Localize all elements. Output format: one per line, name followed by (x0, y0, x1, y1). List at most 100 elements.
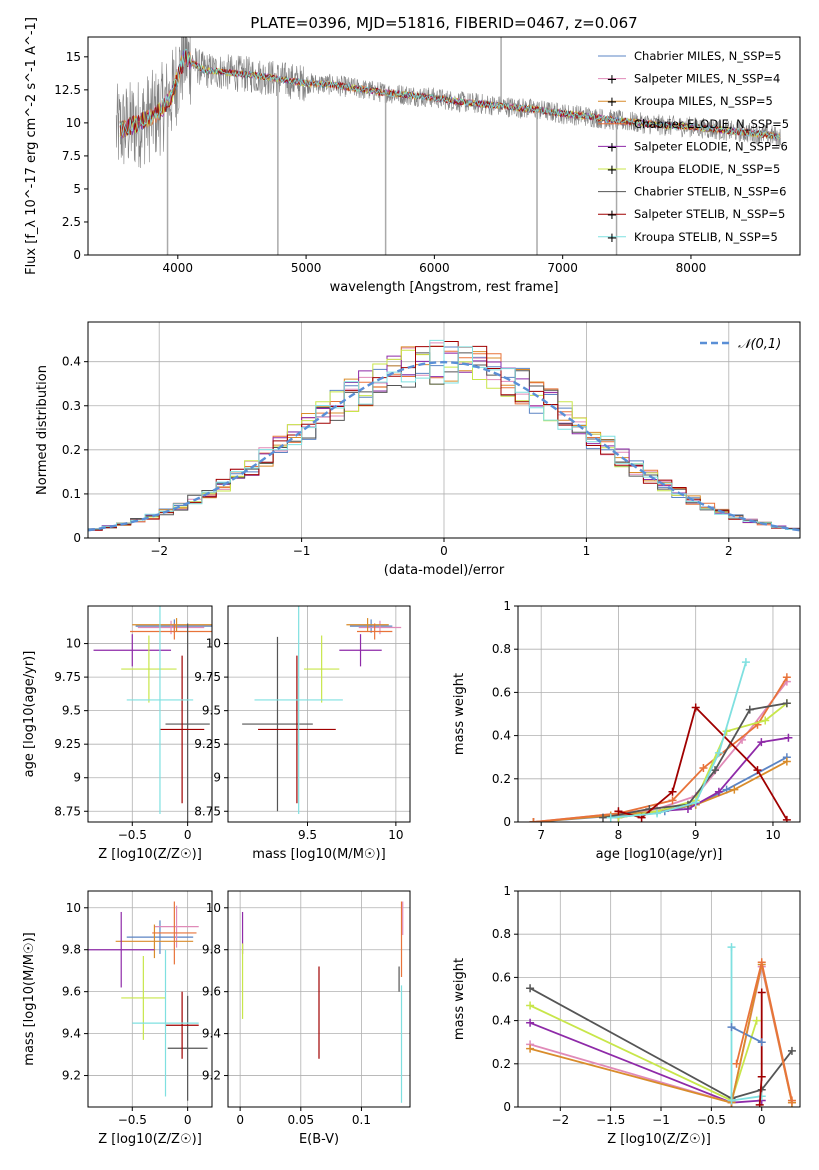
legend-entry: 𝒩(0,1) (738, 337, 781, 352)
y-tick-label: 0.1 (62, 487, 81, 501)
y-tick-label: 0.2 (62, 443, 81, 457)
y-tick-label: 2.5 (62, 215, 81, 229)
weight-line (758, 992, 763, 1105)
axes-frame (87, 605, 213, 823)
data-point (757, 1092, 766, 1101)
y-tick-label: 0.2 (492, 1057, 511, 1071)
x-tick-label: −1.5 (596, 1113, 625, 1127)
x-tick-label: 7000 (547, 261, 578, 275)
plot-area (241, 901, 404, 1103)
y-tick-label: 10 (66, 637, 81, 651)
data-point (714, 748, 723, 757)
x-tick-label: 0.1 (352, 1113, 371, 1127)
x-tick-label: 9.5 (298, 828, 317, 842)
y-tick-label: 5 (73, 182, 81, 196)
normal-curve-line (88, 360, 800, 532)
panel-residuals: −2 −1 0 1 2 0 0.1 0.2 0.3 0.4 (data-model)/error No… (35, 321, 801, 578)
y-tick-label: 9.25 (54, 737, 81, 751)
legend-marker: + (607, 208, 618, 223)
data-point (761, 716, 770, 725)
axes-frame (517, 605, 801, 823)
data-point (757, 1038, 766, 1047)
observed-spectrum-line (115, 37, 781, 169)
x-axis-label: Z [log10(Z/Z☉)] (98, 1132, 202, 1147)
data-point (614, 807, 623, 816)
y-tick-label: 10 (206, 901, 221, 915)
y-tick-label: 9.6 (202, 985, 221, 999)
y-tick-label: 0 (503, 1100, 511, 1114)
legend-marker: + (607, 163, 618, 178)
y-axis-label: Normed distribution (35, 365, 50, 495)
y-tick-label: 0.6 (492, 685, 511, 699)
data-point (598, 813, 607, 822)
y-tick-label: 9.8 (202, 943, 221, 957)
legend-marker: + (607, 73, 618, 88)
x-tick-label: 5000 (291, 261, 322, 275)
x-tick-label: −1 (293, 544, 311, 558)
y-tick-label: 9 (73, 771, 81, 785)
data-point (526, 1018, 535, 1027)
y-tick-label: 9.2 (62, 1069, 81, 1083)
legend-entry: Chabrier MILES, N_SSP=5 (634, 49, 781, 63)
data-point (691, 703, 700, 712)
y-tick-label: 9.6 (62, 985, 81, 999)
weight-line (735, 962, 793, 1101)
y-tick-label: 0.4 (492, 729, 511, 743)
x-tick-label: 1 (583, 544, 591, 558)
y-axis-label: Flux [f_λ 10^-17 erg cm^-2 s^-1 A^-1] (24, 17, 39, 275)
x-tick-label: 0 (184, 1113, 192, 1127)
data-point (755, 1100, 764, 1107)
y-tick-label: 9.5 (202, 704, 221, 718)
data-point (732, 1059, 741, 1068)
x-tick-label: 6000 (419, 261, 450, 275)
x-axis-label: (data-model)/error (384, 563, 505, 578)
y-tick-label: 0.3 (62, 399, 81, 413)
y-tick-label: 1 (503, 599, 511, 613)
y-tick-label: 15 (66, 50, 81, 64)
data-point (727, 1096, 736, 1105)
y-tick-label: 9.4 (62, 1027, 81, 1041)
data-point (782, 699, 791, 708)
y-tick-label: 0.4 (492, 1014, 511, 1028)
x-tick-label: −0.5 (118, 828, 147, 842)
plot-area (529, 658, 793, 822)
legend-entry: Salpeter ELODIE, N_SSP=6 (634, 139, 788, 153)
panel-weight_vs_Z: −2 −1.5 −1 −0.5 0 0 0.2 0.4 0.6 0.8 1 Z [log10(Z/Z☉… (452, 884, 801, 1147)
data-point (757, 1072, 766, 1081)
model-spectrum-line (119, 49, 781, 140)
data-point (753, 766, 762, 775)
y-tick-label: 12.5 (54, 83, 81, 97)
x-axis-label: E(B-V) (299, 1132, 339, 1147)
panel-mass_vs_ebv: 0 0.05 0.1 9.2 9.4 9.6 9.8 10 E(B-V) (202, 890, 411, 1147)
weight-line (529, 1004, 758, 1102)
weight-line (529, 987, 793, 1100)
data-point (714, 787, 723, 796)
weight-line (618, 705, 788, 821)
plot-area (242, 606, 402, 814)
y-tick-label: 0.2 (492, 772, 511, 786)
data-point (782, 815, 791, 822)
x-axis-label: Z [log10(Z/Z☉)] (98, 847, 202, 862)
x-tick-label: 0 (236, 1113, 244, 1127)
data-point (653, 809, 662, 818)
y-tick-label: 9.4 (202, 1027, 221, 1041)
y-axis-label: mass weight (452, 673, 467, 755)
y-tick-label: 0 (73, 248, 81, 262)
data-point (757, 988, 766, 997)
y-axis-label: mass weight (452, 958, 467, 1040)
x-tick-label: 8000 (676, 261, 707, 275)
y-tick-label: 0 (73, 531, 81, 545)
data-point (757, 958, 766, 967)
y-tick-label: 9.8 (62, 943, 81, 957)
y-axis-label: mass [log10(M/M☉)] (22, 932, 37, 1065)
x-tick-label: 0 (758, 1113, 766, 1127)
legend-entry: Salpeter STELIB, N_SSP=5 (634, 207, 785, 221)
plot-area (526, 943, 796, 1107)
data-point (745, 705, 754, 714)
y-tick-label: 10 (66, 901, 81, 915)
figure-title: PLATE=0396, MJD=51816, FIBERID=0467, z=0… (250, 14, 637, 32)
data-point (752, 1016, 761, 1025)
plot-area (88, 901, 208, 1101)
legend-marker: + (607, 231, 618, 246)
x-tick-label: −2 (150, 544, 168, 558)
